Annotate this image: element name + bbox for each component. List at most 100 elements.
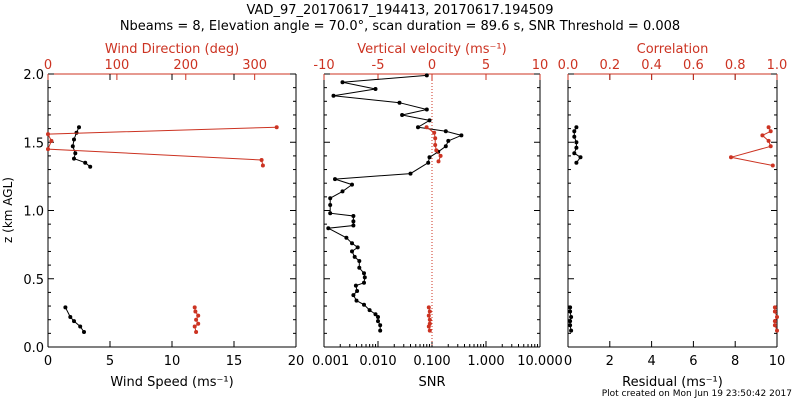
data-point (376, 315, 380, 319)
data-point (770, 163, 775, 168)
data-point (424, 107, 429, 112)
footer-timestamp: Plot created on Mon Jun 19 23:50:42 2017 (602, 389, 792, 399)
data-point (572, 134, 577, 139)
data-point (73, 151, 78, 156)
y-tick-label: 1.0 (23, 205, 44, 220)
data-point (68, 315, 73, 319)
data-point (362, 302, 366, 307)
data-point (376, 319, 380, 324)
data-point (328, 211, 333, 216)
x-tick-label: 6 (689, 354, 697, 369)
x-tick-label: 2 (606, 354, 614, 369)
top-tick-label: 0.8 (725, 58, 746, 73)
data-point (194, 317, 199, 322)
top-axis-label: Wind Direction (deg) (105, 42, 239, 57)
data-point (72, 156, 76, 161)
x-tick-label: 10 (164, 354, 181, 369)
data-point (82, 330, 86, 334)
data-point (362, 271, 366, 276)
x-tick-label: 15 (226, 354, 243, 369)
data-point (578, 155, 583, 160)
data-point (46, 132, 50, 137)
data-point (433, 143, 438, 147)
data-point (350, 249, 354, 254)
top-tick-label: 1.0 (767, 58, 788, 73)
top-tick-label: 5 (482, 58, 490, 73)
top-tick-label: 0.4 (641, 58, 662, 73)
data-point (72, 319, 76, 324)
data-point (438, 153, 443, 158)
title-line-1: VAD_97_20170617_194413, 20170617.194509 (247, 3, 554, 18)
x-tick-label: 10 (769, 354, 786, 369)
data-point (260, 163, 265, 168)
data-point (760, 133, 765, 138)
data-point (88, 164, 93, 169)
data-point (426, 324, 431, 329)
data-point (340, 80, 345, 85)
data-point (434, 148, 439, 153)
y-axis-label: z (km AGL) (1, 177, 15, 243)
data-point (373, 312, 378, 317)
data-point (397, 100, 402, 105)
data-point (78, 324, 83, 329)
data-point (194, 330, 199, 334)
top-tick-label: 200 (173, 58, 198, 73)
data-point (196, 313, 201, 318)
data-point (340, 189, 345, 194)
title-line-2: Nbeams = 8, Elevation angle = 70.0°, sca… (120, 19, 680, 34)
top-tick-label: -10 (313, 58, 334, 73)
data-point (768, 129, 773, 134)
data-point (459, 133, 464, 138)
data-point (446, 138, 451, 143)
x-tick-label: 8 (731, 354, 739, 369)
snr-panel: 0.001 0.010 0.100 1.000 10.000 -10 -5 0 5 10 Verti… (312, 42, 563, 390)
data-point (432, 130, 437, 135)
data-point (427, 118, 432, 123)
top-tick-label: 0 (428, 58, 436, 73)
x-tick-label: 1.000 (467, 354, 504, 369)
x-tick-label: 10.000 (517, 354, 563, 369)
data-point (77, 125, 81, 130)
x-tick-label: 20 (288, 354, 305, 369)
data-point (416, 125, 420, 130)
data-point (574, 145, 579, 150)
data-point (427, 155, 432, 160)
data-point (354, 298, 359, 303)
data-point (83, 160, 88, 165)
x-tick-label: 0 (564, 354, 572, 369)
data-point (772, 323, 777, 328)
x-axis-label: Wind Speed (ms⁻¹) (110, 375, 233, 390)
data-point (772, 319, 777, 324)
top-tick-label: 100 (104, 58, 129, 73)
data-point (351, 219, 356, 224)
data-point (427, 317, 432, 322)
data-point (357, 259, 362, 263)
top-axis-label: Vertical velocity (ms⁻¹) (357, 42, 506, 57)
data-point (400, 113, 405, 117)
data-point (351, 293, 356, 298)
data-point (352, 254, 357, 259)
data-point (351, 214, 356, 218)
data-point (568, 323, 573, 328)
data-point (775, 315, 779, 319)
top-tick-label: 0.6 (683, 58, 704, 73)
data-point (569, 315, 574, 319)
data-point (350, 241, 354, 246)
data-point (357, 265, 362, 270)
data-point (355, 289, 360, 293)
data-point (72, 137, 76, 142)
y-tick-label: 2.0 (23, 68, 44, 83)
data-point (353, 283, 358, 288)
data-point (351, 223, 356, 228)
data-point (46, 147, 50, 152)
data-point (766, 125, 771, 130)
data-point (443, 129, 448, 134)
data-point (274, 125, 279, 130)
data-point (192, 305, 197, 310)
top-tick-label: -5 (372, 58, 385, 73)
x-tick-label: 0.100 (413, 354, 450, 369)
data-point (574, 160, 579, 165)
